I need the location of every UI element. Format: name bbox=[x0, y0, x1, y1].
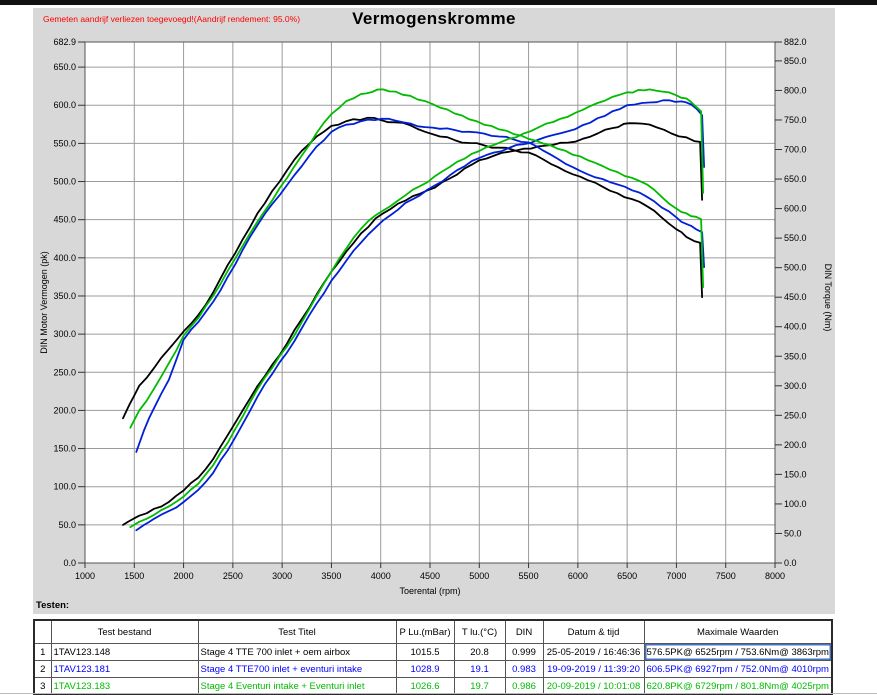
right-tick-label: 600.0 bbox=[784, 204, 807, 214]
power-torque-chart: 682.9 650.0 600.0 550.0 500.0 450.0 400.0 350.0… bbox=[39, 37, 833, 596]
left-tick-label: 200.0 bbox=[53, 405, 76, 415]
cell-maximale-waarden[interactable]: 576.5PK@ 6525rpm / 753.6Nm@ 3863rpm bbox=[643, 643, 833, 661]
cell-p-lu[interactable]: 1028.9 bbox=[395, 660, 455, 678]
chart-title: Vermogenskromme bbox=[352, 9, 516, 28]
torque-curve-test1 bbox=[122, 116, 703, 420]
right-tick-label: 882.0 bbox=[784, 37, 807, 47]
table-header-row: Test bestand Test Titel P Lu.(mBar) T lu.(°… bbox=[33, 619, 833, 644]
cell-p-lu[interactable]: 1015.5 bbox=[395, 643, 455, 661]
cell-din[interactable]: 0.983 bbox=[504, 660, 544, 678]
right-tick-label: 400.0 bbox=[784, 322, 807, 332]
column-header-test-bestand: Test bestand bbox=[50, 619, 199, 644]
right-tick-label: 850.0 bbox=[784, 56, 807, 66]
window-top-border bbox=[0, 0, 877, 5]
x-tick-label: 2000 bbox=[174, 571, 194, 581]
power-curve-test3 bbox=[129, 88, 704, 528]
power-curve-test1 bbox=[122, 122, 703, 526]
cell-test-titel[interactable]: Stage 4 TTE 700 inlet + oem airbox bbox=[197, 643, 397, 661]
cell-test-bestand[interactable]: 1TAV123.181 bbox=[50, 660, 199, 678]
left-tick-label: 0.0 bbox=[63, 558, 76, 568]
x-tick-label: 1500 bbox=[124, 571, 144, 581]
left-tick-label: 150.0 bbox=[53, 444, 76, 454]
x-tick-label: 1000 bbox=[75, 571, 95, 581]
x-tick-label: 6500 bbox=[617, 571, 637, 581]
row-number: 1 bbox=[33, 643, 52, 661]
x-tick-label: 5000 bbox=[469, 571, 489, 581]
x-tick-label: 5500 bbox=[519, 571, 539, 581]
power-curve-test2 bbox=[135, 99, 705, 532]
left-tick-label: 450.0 bbox=[53, 215, 76, 225]
x-tick-label: 6000 bbox=[568, 571, 588, 581]
right-tick-label: 250.0 bbox=[784, 410, 807, 420]
x-tick-label: 3500 bbox=[321, 571, 341, 581]
x-tick-label: 7500 bbox=[716, 571, 736, 581]
right-tick-label: 200.0 bbox=[784, 440, 807, 450]
tests-table: Test bestand Test Titel P Lu.(mBar) T lu.(°… bbox=[33, 619, 833, 695]
table-row[interactable]: 2 1TAV123.181 Stage 4 TTE700 inlet + event… bbox=[33, 660, 833, 678]
drivetrain-loss-note: Gemeten aandrijf verliezen toegevoegd!(A… bbox=[43, 14, 301, 24]
chart-panel: Gemeten aandrijf verliezen toegevoegd!(A… bbox=[33, 8, 835, 614]
column-header-datum-tijd: Datum & tijd bbox=[542, 619, 645, 644]
right-tick-label: 450.0 bbox=[784, 292, 807, 302]
table-row[interactable]: 1 1TAV123.148 Stage 4 TTE 700 inlet + oem … bbox=[33, 643, 833, 661]
column-header-test-titel: Test Titel bbox=[197, 619, 397, 644]
right-tick-label: 50.0 bbox=[784, 528, 802, 538]
column-header-p-lu-mbar-: P Lu.(mBar) bbox=[395, 619, 455, 644]
column-header-din: DIN bbox=[504, 619, 544, 644]
right-tick-label: 150.0 bbox=[784, 469, 807, 479]
cell-maximale-waarden[interactable]: 606.5PK@ 6927rpm / 752.0Nm@ 4010rpm bbox=[643, 660, 833, 678]
table-row[interactable]: 3 1TAV123.183 Stage 4 Eventuri intake + Ev… bbox=[33, 677, 833, 695]
cell-datum-tijd[interactable]: 19-09-2019 / 11:39:20 bbox=[542, 660, 645, 678]
left-tick-label: 682.9 bbox=[53, 37, 76, 47]
right-tick-label: 550.0 bbox=[784, 233, 807, 243]
torque-curve-test3 bbox=[129, 88, 704, 429]
right-tick-label: 800.0 bbox=[784, 85, 807, 95]
left-tick-label: 650.0 bbox=[53, 62, 76, 72]
cell-t-lu[interactable]: 20.8 bbox=[453, 643, 506, 661]
right-tick-label: 100.0 bbox=[784, 499, 807, 509]
right-tick-label: 500.0 bbox=[784, 263, 807, 273]
column-header-t-lu-c-: T lu.(°C) bbox=[453, 619, 506, 644]
left-tick-label: 50.0 bbox=[58, 520, 76, 530]
left-tick-label: 400.0 bbox=[53, 253, 76, 263]
cell-test-titel[interactable]: Stage 4 TTE700 inlet + eventuri intake bbox=[197, 660, 397, 678]
x-tick-label: 3000 bbox=[272, 571, 292, 581]
left-tick-label: 600.0 bbox=[53, 100, 76, 110]
cell-datum-tijd[interactable]: 25-05-2019 / 16:46:36 bbox=[542, 643, 645, 661]
x-tick-label: 7000 bbox=[666, 571, 686, 581]
cell-t-lu[interactable]: 19.1 bbox=[453, 660, 506, 678]
right-tick-label: 750.0 bbox=[784, 115, 807, 125]
left-axis-title: DIN Motor Vermogen (pk) bbox=[39, 251, 49, 354]
column-header-maximale-waarden: Maximale Waarden bbox=[643, 619, 833, 644]
cell-test-bestand[interactable]: 1TAV123.148 bbox=[50, 643, 199, 661]
x-tick-label: 4000 bbox=[371, 571, 391, 581]
x-axis-title: Toerental (rpm) bbox=[399, 586, 460, 596]
x-tick-label: 8000 bbox=[765, 571, 785, 581]
x-tick-label: 4500 bbox=[420, 571, 440, 581]
right-tick-label: 0.0 bbox=[784, 558, 797, 568]
left-tick-label: 500.0 bbox=[53, 177, 76, 187]
left-tick-label: 300.0 bbox=[53, 329, 76, 339]
x-tick-label: 2500 bbox=[223, 571, 243, 581]
left-tick-label: 350.0 bbox=[53, 291, 76, 301]
row-number: 2 bbox=[33, 660, 52, 678]
tests-heading: Testen: bbox=[36, 600, 70, 611]
right-tick-label: 300.0 bbox=[784, 381, 807, 391]
right-axis-title: DIN Torque (Nm) bbox=[823, 264, 833, 332]
right-tick-label: 700.0 bbox=[784, 145, 807, 155]
cell-din[interactable]: 0.999 bbox=[504, 643, 544, 661]
left-tick-label: 250.0 bbox=[53, 367, 76, 377]
left-tick-label: 100.0 bbox=[53, 482, 76, 492]
left-tick-label: 550.0 bbox=[53, 138, 76, 148]
torque-curve-test2 bbox=[135, 117, 705, 453]
right-tick-label: 650.0 bbox=[784, 174, 807, 184]
column-header-index bbox=[33, 619, 52, 644]
window-bottom-border bbox=[0, 693, 877, 694]
right-tick-label: 350.0 bbox=[784, 351, 807, 361]
